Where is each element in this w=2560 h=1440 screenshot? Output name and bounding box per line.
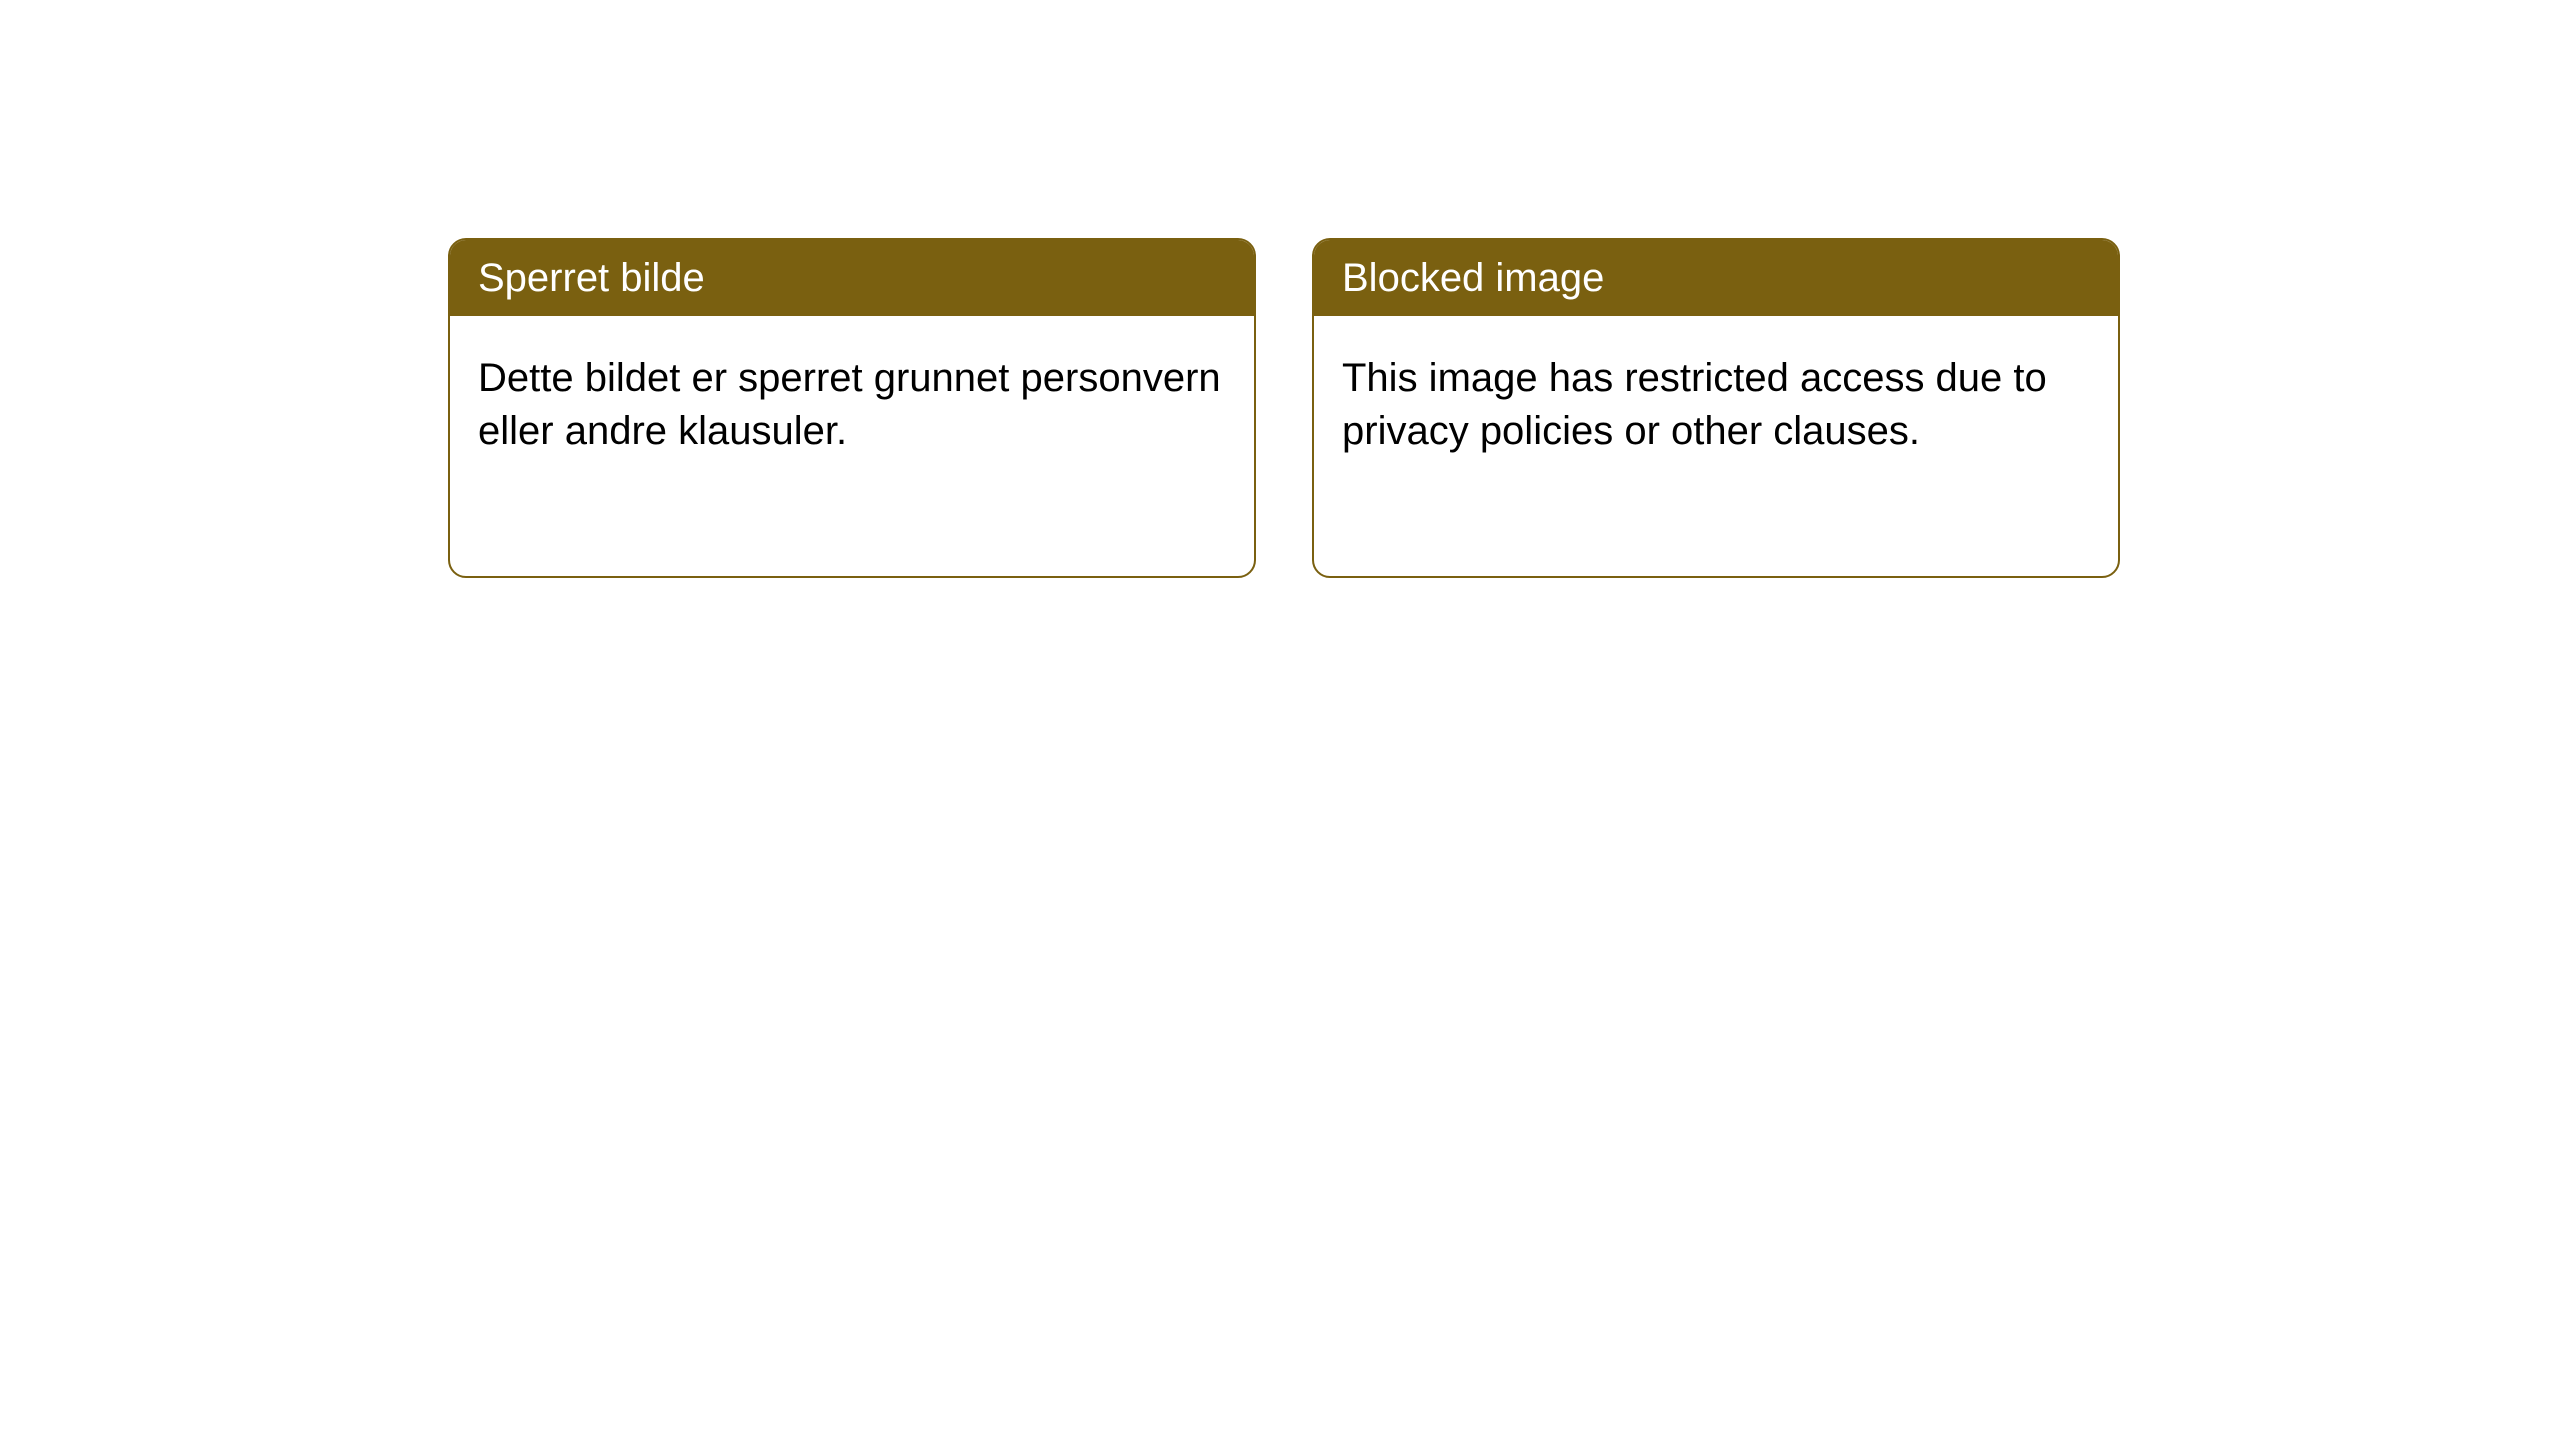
notice-header-norwegian: Sperret bilde bbox=[450, 240, 1254, 316]
notice-container: Sperret bilde Dette bildet er sperret gr… bbox=[0, 0, 2560, 578]
notice-box-english: Blocked image This image has restricted … bbox=[1312, 238, 2120, 578]
notice-body-english: This image has restricted access due to … bbox=[1314, 316, 2118, 494]
notice-header-english: Blocked image bbox=[1314, 240, 2118, 316]
notice-box-norwegian: Sperret bilde Dette bildet er sperret gr… bbox=[448, 238, 1256, 578]
notice-body-norwegian: Dette bildet er sperret grunnet personve… bbox=[450, 316, 1254, 494]
